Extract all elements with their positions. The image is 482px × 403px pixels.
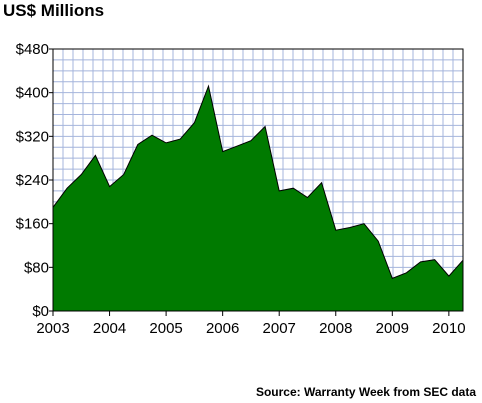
area-series [52, 84, 464, 311]
source-note: Source: Warranty Week from SEC data [255, 385, 476, 399]
x-axis-tick-labels: 2003 2004 2005 2006 2007 2008 2009 2010 [36, 320, 465, 337]
x-tick-label: 2003 [36, 320, 69, 337]
y-tick-label: $320 [16, 128, 49, 145]
chart-title: US$ Millions [3, 1, 105, 20]
y-axis-tick-labels: $0 $80 $160 $240 $320 $400 $480 [16, 41, 49, 320]
area-fill [53, 86, 463, 311]
x-tick-label: 2007 [263, 320, 296, 337]
y-tick-label: $160 [16, 216, 49, 233]
x-tick-label: 2005 [149, 320, 182, 337]
x-tick-label: 2009 [376, 320, 409, 337]
y-tick-label: $240 [16, 172, 49, 189]
y-tick-label: $80 [24, 259, 49, 276]
y-tick-label: $400 [16, 85, 49, 102]
y-tick-label: $480 [16, 41, 49, 58]
x-tick-label: 2004 [93, 320, 126, 337]
area-outline [52, 84, 464, 279]
axes [49, 48, 464, 316]
x-tick-label: 2010 [432, 320, 465, 337]
x-tick-label: 2006 [206, 320, 239, 337]
x-tick-label: 2008 [319, 320, 352, 337]
y-tick-label: $0 [32, 303, 49, 320]
